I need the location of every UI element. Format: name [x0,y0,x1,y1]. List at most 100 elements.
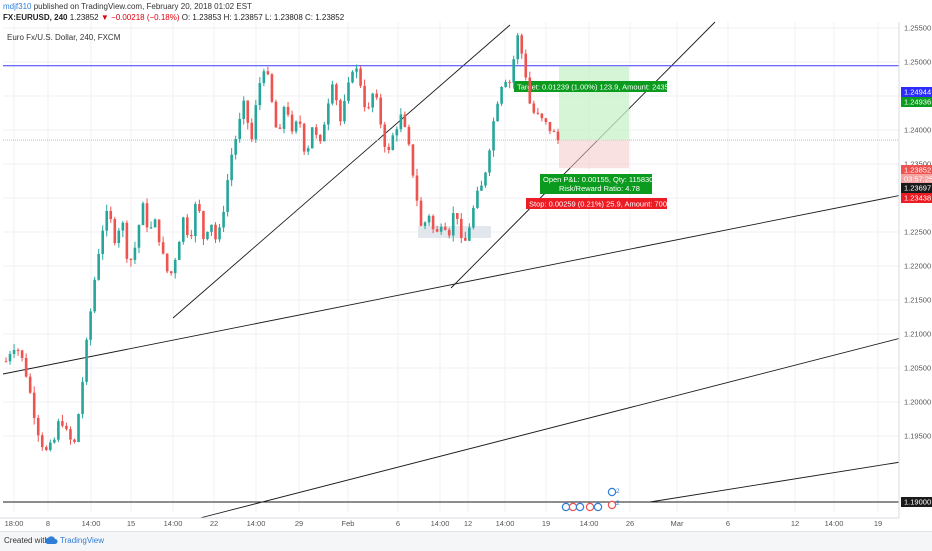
candle-body [278,127,282,129]
candle-body [161,242,165,254]
y-tick-label: 1.21000 [904,330,931,339]
candle-body [218,227,221,240]
candle-body [524,53,528,78]
publish-info: mdjf310 published on TradingView.com, Fe… [3,2,252,11]
candle-body [359,68,362,86]
candle-body [270,74,274,102]
grid [3,22,899,512]
candle-body [335,84,338,101]
event-markers[interactable]: 22 [561,487,620,512]
candle-body [177,241,181,260]
candle-body [298,121,302,124]
trendline [172,24,511,319]
candle-body [242,100,246,119]
x-tick-label: 6 [726,519,730,528]
chart-title: Euro Fx/U.S. Dollar, 240, FXCM [7,33,121,42]
y-tick-label: 1.25000 [904,58,931,67]
candle-body [455,213,459,219]
price-badge [901,97,932,107]
candle-body [73,439,76,442]
down-arrow-icon: ▼ [100,13,109,22]
x-tick-label: 14:00 [247,519,266,528]
candle-body [347,82,350,101]
candle-body [133,247,137,260]
price-axis[interactable]: 1.255001.250001.245001.240001.235001.230… [898,0,932,531]
x-tick-label: 26 [626,519,634,528]
candle-body [198,204,201,212]
time-axis[interactable]: 18:00 8 14:00 15 14:00 22 14:00 29 Feb 6 14:00 12 14… [0,517,899,528]
candle-body [331,84,334,104]
candle-body [286,106,290,115]
long-position-tool[interactable]: Target: 0.01239 (1.00%) 123.9, Amount: 2… [514,66,679,209]
x-tick-label: 12 [464,519,472,528]
x-tick-label: 14:00 [431,519,450,528]
candle-body [407,126,411,145]
candle-body [210,224,213,232]
x-tick-label: 19 [874,519,882,528]
candle-body [367,107,370,109]
candle-body [44,447,48,450]
candle-body [230,154,233,181]
risk-reward-label: Risk/Reward Ratio: 4.78 [559,184,640,193]
x-tick-label: 12 [791,519,799,528]
high-value: H: 1.23857 [223,13,263,22]
candle-body [371,93,374,108]
candle-body [81,381,84,414]
event-count-label: 2 [616,500,620,507]
price-badge [901,497,932,507]
price-badge [901,174,932,184]
candle-body [12,350,16,354]
candle-body [496,103,499,122]
candle-body [20,350,24,358]
x-tick-label: 14:00 [825,519,844,528]
event-count-label: 2 [616,488,620,495]
x-tick-label: 15 [127,519,135,528]
price-badge-label: 1.23438 [904,194,931,203]
x-tick-label: 18:00 [5,519,24,528]
candle-body [411,144,415,176]
plot-area [3,22,899,512]
trendline [649,456,932,503]
candle-body [552,131,556,133]
x-tick-label: 14:00 [164,519,183,528]
candle-body [49,442,52,450]
candle-body [351,71,354,83]
price-badge-label: 1.23852 [904,166,931,175]
candle-body [415,175,419,201]
candle-body [173,259,177,274]
candle-body [69,429,72,440]
price-change: −0.00218 (−0.18%) [111,13,180,22]
x-tick-label: 6 [396,519,400,528]
tradingview-link[interactable]: TradingView [60,536,105,545]
candle-body [226,180,229,212]
candle-body [540,113,544,119]
candle-body [57,421,60,440]
candle-body [532,103,536,113]
pnl-label: Open P&L: 0.00155, Qty: 115830 [543,175,653,184]
calendar-event-icon [607,500,617,510]
candle-body [165,253,169,272]
y-tick-label: 1.19500 [904,432,931,441]
author-link[interactable]: mdjf310 [3,2,32,11]
candle-body [459,218,463,238]
candle-body [306,148,310,152]
candle-body [4,361,8,363]
y-tick-label: 1.24000 [904,126,931,135]
y-tick-label: 1.20000 [904,398,931,407]
target-label-bg [514,81,667,92]
candle-body [234,139,237,155]
stop-label-bg [526,198,667,209]
candle-body [24,357,28,377]
candle-body [484,172,487,186]
calendar-event-icon [593,502,603,512]
candle-body [129,258,133,260]
candle-body [548,121,552,132]
candle-body [379,97,383,125]
candle-body [504,81,507,88]
candle-body [520,35,524,54]
y-tick-label: 1.22500 [904,228,931,237]
candle-body [488,150,491,173]
candle-body [431,215,435,230]
candle-body [339,100,342,122]
